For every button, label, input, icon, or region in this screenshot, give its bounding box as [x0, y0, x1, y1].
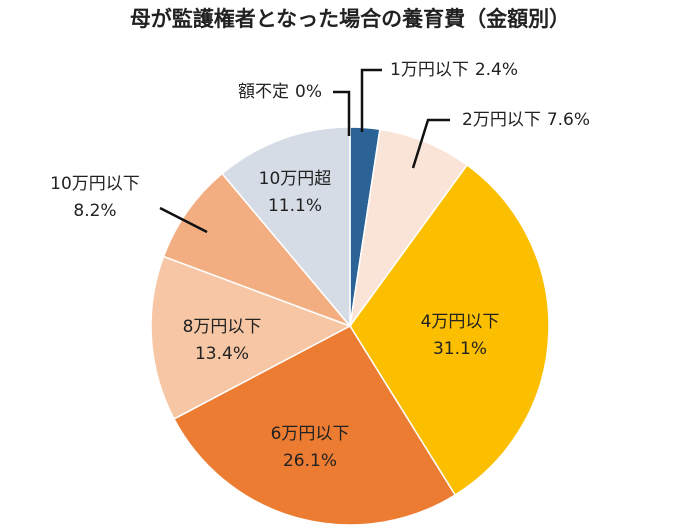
- pie-slice: [349, 128, 469, 327]
- value-label: 2.4%: [475, 60, 518, 80]
- slice-label: 1万円以下 2.4%: [390, 60, 518, 80]
- value-label: 26.1%: [283, 451, 337, 471]
- category-label: 6万円以下: [271, 424, 350, 444]
- pie-slice: [150, 255, 352, 420]
- category-label: 2万円以下: [462, 110, 541, 130]
- leader-line: [333, 90, 351, 136]
- value-label: 31.1%: [433, 339, 487, 359]
- category-label: 10万円超: [259, 169, 332, 189]
- value-label: 7.6%: [547, 110, 590, 130]
- pie-slice: [349, 164, 550, 496]
- chart-title: 母が監護権者となった場合の養育費（金額別）: [130, 7, 570, 31]
- slice-label: 額不定 0%: [238, 82, 322, 102]
- pie-slice: [162, 172, 353, 328]
- leader-line: [411, 118, 450, 169]
- value-label: 8.2%: [73, 201, 116, 221]
- pie-slice: [173, 325, 457, 526]
- slice-label: 2万円以下 7.6%: [462, 110, 590, 130]
- category-label: 4万円以下: [421, 312, 500, 332]
- value-label: 0%: [295, 82, 322, 102]
- leader-line: [159, 206, 208, 234]
- category-label: 10万円以下: [50, 174, 140, 194]
- category-label: 1万円以下: [390, 60, 469, 80]
- leader-line: [360, 68, 382, 132]
- value-label: 11.1%: [268, 196, 322, 216]
- category-label: 8万円以下: [183, 317, 262, 337]
- value-label: 13.4%: [195, 344, 249, 364]
- pie-slice: [221, 126, 351, 329]
- pie: [150, 126, 550, 526]
- category-label: 額不定: [238, 82, 289, 102]
- labels: 1万円以下 2.4% 2万円以下 7.6% 4万円以下 31.1% 6万円以下 26.1% 8万…: [50, 60, 590, 471]
